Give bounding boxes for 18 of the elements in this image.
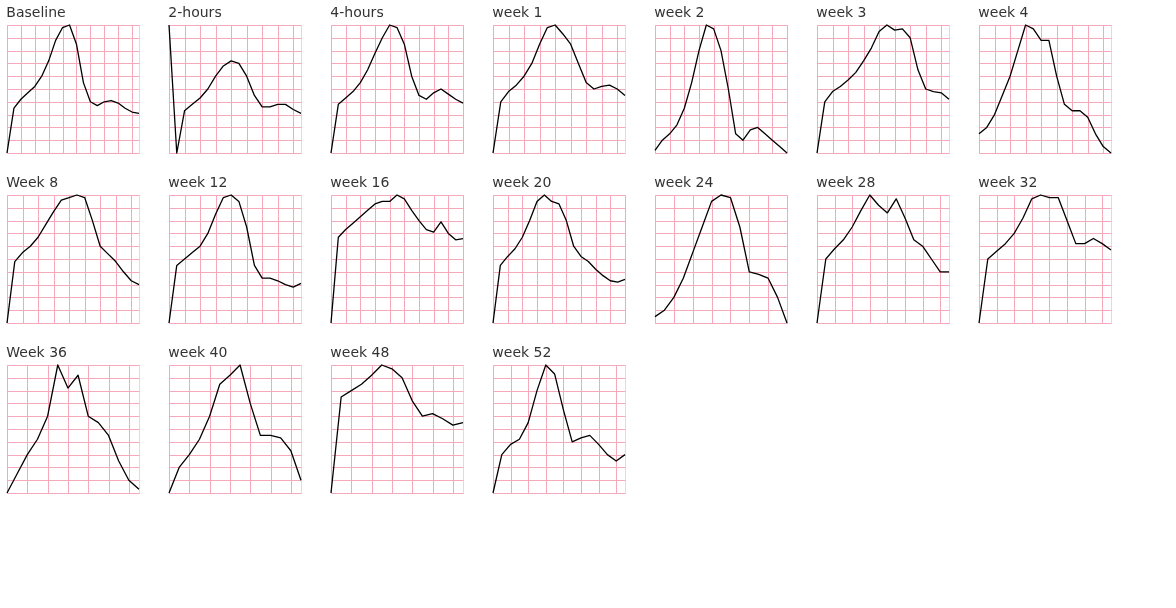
chart-title: week 20 <box>492 174 552 191</box>
chart-title: Week 36 <box>6 344 68 361</box>
chart-title: week 40 <box>168 344 228 361</box>
chart-title: week 32 <box>978 174 1038 191</box>
chart-title: 2-hours <box>168 4 222 21</box>
chart-title: Baseline <box>6 4 66 21</box>
chart-title: Week 8 <box>6 174 59 191</box>
chart-title: week 2 <box>654 4 705 21</box>
chart-title: 4-hours <box>330 4 384 21</box>
chart-title: week 1 <box>492 4 543 21</box>
chart-title: week 52 <box>492 344 552 361</box>
chart-title: week 16 <box>330 174 390 191</box>
chart-title: week 28 <box>816 174 876 191</box>
chart-title: week 24 <box>654 174 714 191</box>
chart-title: week 12 <box>168 174 228 191</box>
chart-title: week 4 <box>978 4 1029 21</box>
chart-title: week 48 <box>330 344 390 361</box>
chart-title: week 3 <box>816 4 867 21</box>
